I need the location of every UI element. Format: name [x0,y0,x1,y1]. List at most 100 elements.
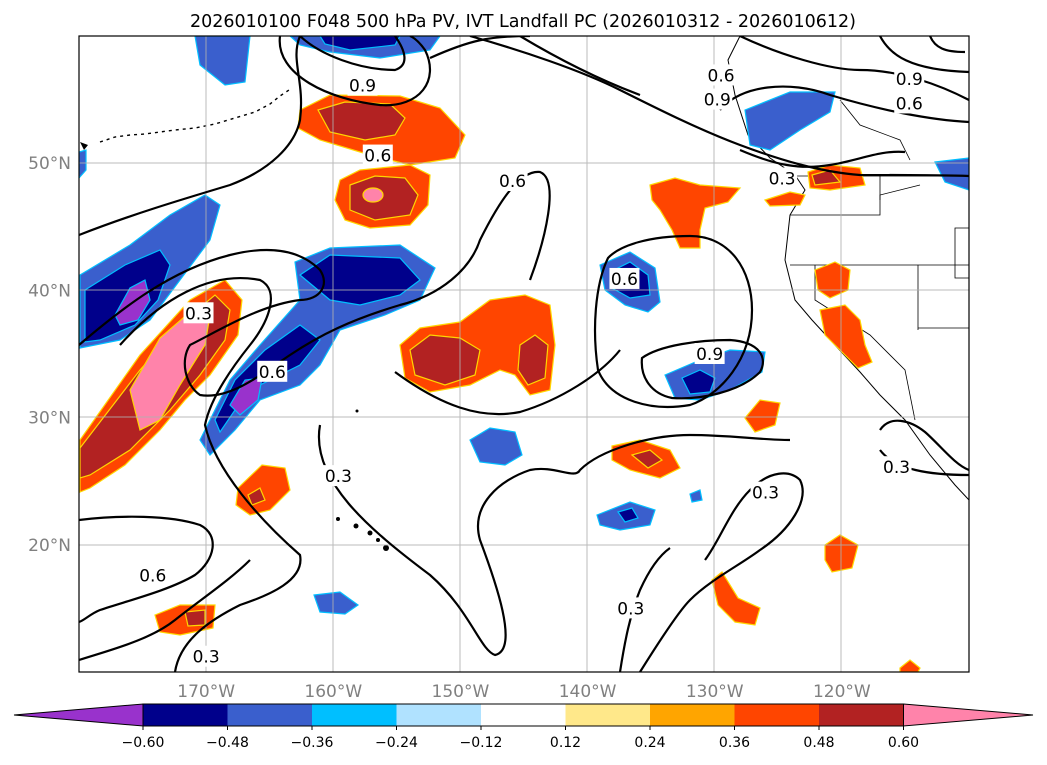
colorbar-tick-label: −0.48 [206,735,249,751]
contour-label: 0.6 [708,66,735,86]
positive-region [129,311,211,431]
positive-region [649,177,742,249]
negative-region [469,427,523,466]
colorbar-tick-label: 0.48 [803,735,834,751]
contour-line [879,419,969,472]
positive-region [711,571,761,626]
contour-label: 0.3 [193,648,220,668]
lon-tick-label: 150°W [432,682,490,702]
colorbar-tick-label: −0.36 [291,735,334,751]
positive-anomalies [79,94,921,672]
contour-line [119,276,302,672]
colorbar-segment [481,704,566,726]
positive-region [317,101,406,141]
contour-line [639,472,804,672]
contour-label-bg [881,456,912,478]
colorbar: −0.60 −0.48 −0.36 −0.24 −0.12 0.12 0.24 0.36 0.4… [13,703,1034,751]
contour-line [317,424,791,657]
contour-label-bg [694,343,725,364]
contour-labels: 0.9 0.6 0.3 0.6 0.3 0.6 0.6 0.9 0.6 0.9 0.3 0.9 0.6 0… [137,64,925,668]
contour-line [79,170,551,397]
contour-label-bg [894,92,925,114]
aleutian-islands [80,87,293,150]
contour-line [739,148,906,168]
contour-label: 0.6 [259,363,286,383]
negative-region [681,369,716,395]
contour-line [519,36,641,97]
latitude-labels: 50°N 40°N 30°N 20°N [28,154,71,556]
positive-region [362,187,384,203]
contour-label-bg [609,267,640,289]
negative-region [194,36,251,86]
negative-region [617,507,639,523]
colorbar-frame [142,703,904,727]
colorbar-extend-max [903,703,1034,727]
contour-label-bg [347,74,378,96]
contour-label: 0.3 [617,599,644,619]
colorbar-tick-label: 0.12 [550,735,581,751]
lon-tick-label: 170°W [177,682,235,702]
contour-label-bg [894,68,925,90]
lon-tick-label: 130°W [686,682,744,702]
contour-label: 0.6 [896,94,923,114]
contour-label-bg [183,302,214,324]
lon-tick-label: 140°W [559,682,617,702]
negative-region [744,91,836,151]
colorbar-segment [650,704,735,726]
contour-line [879,449,969,477]
contour-line [879,36,969,74]
lon-tick-label: 160°W [304,682,362,702]
positive-region [763,191,806,207]
negative-region [313,591,360,615]
contour-line [640,338,764,400]
contour-label: 0.3 [883,458,910,478]
contour-line [469,36,969,178]
contour-line [739,36,969,101]
positive-region [899,659,921,672]
gridlines [79,36,969,672]
positive-region [811,169,842,186]
positive-region [184,609,206,627]
contour-label: 0.3 [325,467,352,487]
contour-label: 0.3 [769,169,796,189]
hawaiian-islands [336,409,389,551]
colorbar-segment [565,704,651,726]
contour-line [79,36,303,237]
contour-line [593,234,754,409]
colorbar-segment [734,704,820,726]
contour-label: 0.6 [499,172,526,192]
contour-line [79,559,251,662]
contour-line [928,36,966,54]
colorbar-tick-label: 0.36 [719,735,750,751]
contour-label: 0.6 [364,147,391,167]
lat-tick-label: 50°N [28,154,71,174]
colorbar-tick-label: −0.60 [122,735,165,751]
contour-line [719,85,969,124]
contour-label: 0.9 [696,345,723,365]
positive-region [819,304,873,369]
chart-title: 2026010100 F048 500 hPa PV, IVT Landfall… [190,12,856,32]
colorbar-tick-label: −0.12 [460,735,503,751]
colorbar-extend-min [13,703,144,727]
colorbar-segment [396,704,482,726]
positive-region [349,175,419,221]
contour-label-bg [615,597,646,619]
contour-label-bg [497,170,528,192]
positive-region [744,399,781,433]
map-frame [78,35,970,673]
contour-line [394,349,621,416]
contour-label-bg [137,564,168,586]
map-panel: 0.9 0.6 0.3 0.6 0.3 0.6 0.6 0.9 0.6 0.9 0.3 0.9 0.6 0… [79,36,969,672]
contour-label: 0.9 [704,91,731,111]
colorbar-segment [819,704,904,726]
longitude-labels: 170°W 160°W 150°W 140°W 130°W 120°W [177,682,871,702]
colorbar-segment [143,704,228,726]
contour-line [79,515,214,624]
positive-region [409,334,481,386]
contour-label-bg [706,64,737,86]
contours [79,36,969,672]
negative-region [229,377,263,416]
contour-label: 0.3 [185,304,212,324]
lat-tick-label: 20°N [28,536,71,556]
